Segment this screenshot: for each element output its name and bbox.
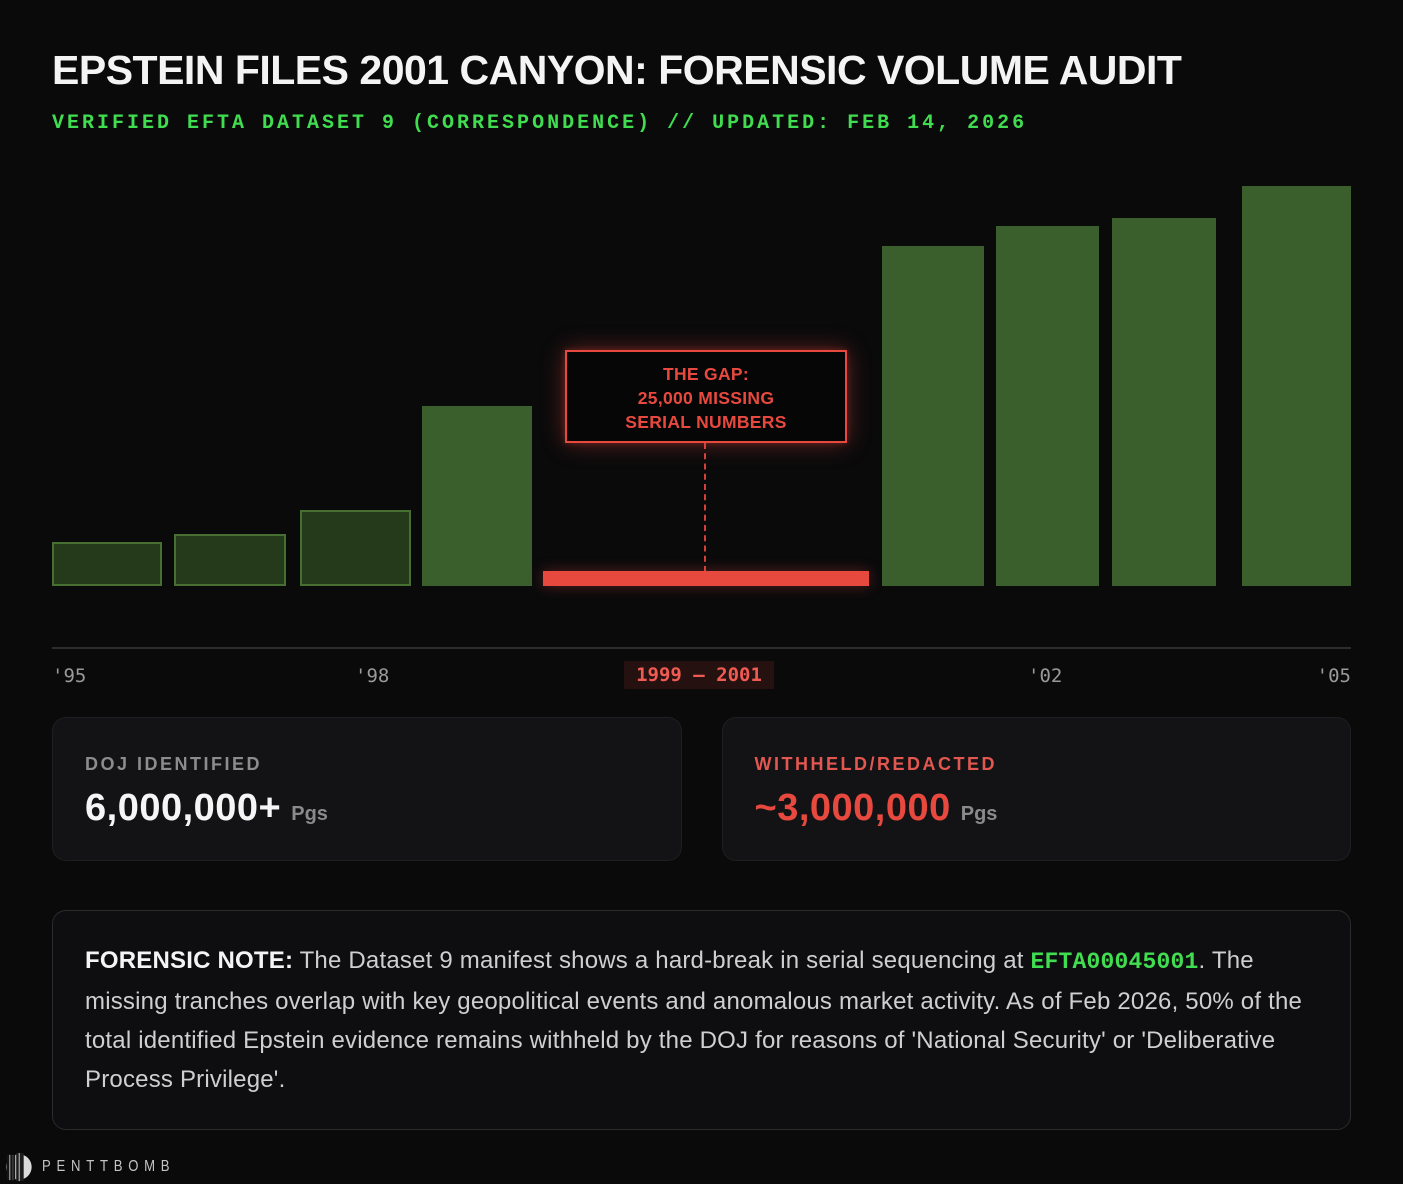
stat-value-row: ~3,000,000 Pgs: [755, 787, 1319, 830]
stat-label: DOJ IDENTIFIED: [85, 754, 263, 774]
x-tick: '98: [355, 665, 390, 687]
gap-annotation-line-1: THE GAP:: [662, 364, 749, 384]
gap-annotation-box: THE GAP: 25,000 MISSING SERIAL NUMBERS: [565, 350, 847, 443]
stat-unit: Pgs: [960, 803, 998, 825]
gap-annotation-line-3: SERIAL NUMBERS: [625, 412, 787, 432]
brand-name: PENTTBOMB: [42, 1158, 176, 1175]
volume-bar: [1242, 186, 1351, 586]
stat-label: WITHHELD/REDACTED: [754, 754, 997, 774]
page-title: EPSTEIN FILES 2001 CANYON: FORENSIC VOLU…: [52, 47, 1182, 93]
stat-unit: Pgs: [291, 803, 328, 825]
x-tick: '02: [1028, 665, 1063, 687]
stat-cards: DOJ IDENTIFIED 6,000,000+ Pgs WITHHELD/R…: [52, 717, 1351, 861]
volume-bar: [300, 510, 411, 586]
x-axis-labels: '95 '98 1999 – 2001 '02 '05: [52, 661, 1351, 693]
penttbomb-logo-icon: [6, 1152, 32, 1182]
x-tick: '95: [52, 665, 87, 687]
gap-dashed-line: [704, 443, 706, 572]
note-prefix: FORENSIC NOTE:: [85, 947, 294, 974]
stat-card-withheld-redacted: WITHHELD/REDACTED ~3,000,000 Pgs: [721, 717, 1351, 861]
subtitle: VERIFIED EFTA DATASET 9 (CORRESPONDENCE)…: [52, 112, 1028, 135]
volume-bar: [422, 406, 532, 586]
note-serial-code: EFTA00045001: [1030, 949, 1199, 975]
forensic-note-text: FORENSIC NOTE: The Dataset 9 manifest sh…: [85, 941, 1318, 1099]
volume-bar-chart: THE GAP: 25,000 MISSING SERIAL NUMBERS: [52, 169, 1351, 586]
volume-bar: [174, 534, 286, 586]
gap-annotation-line-2: 25,000 MISSING: [637, 388, 775, 408]
note-body-before: The Dataset 9 manifest shows a hard-brea…: [293, 947, 1031, 974]
gap-bar: [543, 571, 869, 586]
stat-card-doj-identified: DOJ IDENTIFIED 6,000,000+ Pgs: [52, 717, 682, 861]
stat-value-row: 6,000,000+ Pgs: [85, 787, 649, 830]
volume-bar: [52, 542, 162, 586]
volume-bar: [1112, 218, 1216, 586]
stat-value: 6,000,000+: [85, 787, 282, 829]
x-tick-gap-range: 1999 – 2001: [624, 661, 774, 689]
volume-bar: [882, 246, 984, 586]
footer-brand: PENTTBOMB: [4, 1152, 205, 1182]
x-tick: '05: [1316, 665, 1351, 687]
forensic-note-box: FORENSIC NOTE: The Dataset 9 manifest sh…: [52, 910, 1351, 1130]
note-body-after: . The missing tranches overlap with key …: [85, 947, 1303, 1093]
stat-value: ~3,000,000: [754, 787, 951, 829]
volume-bar: [996, 226, 1099, 586]
x-axis-line: [52, 647, 1351, 649]
